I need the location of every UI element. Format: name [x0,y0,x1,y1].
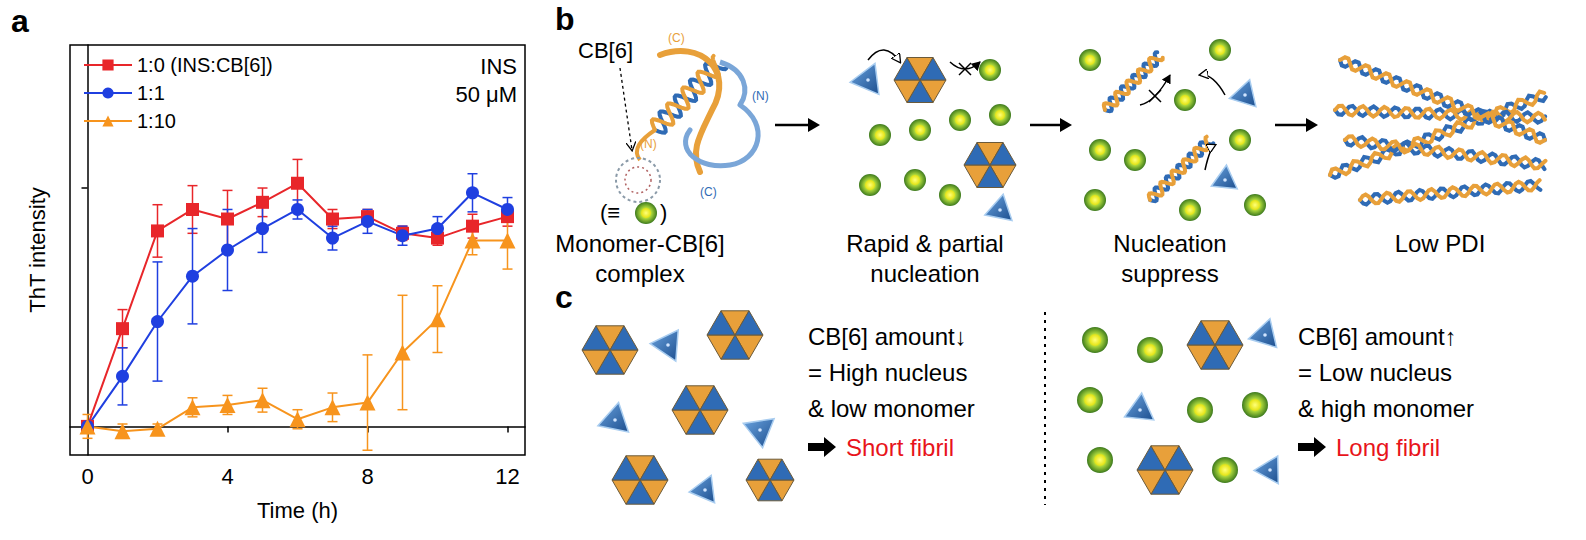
svg-text:Nucleation: Nucleation [1113,230,1226,257]
svg-text:(C): (C) [668,31,685,45]
svg-text:CB[6] amount↓: CB[6] amount↓ [808,323,967,350]
svg-text:CB[6]: CB[6] [578,38,633,63]
svg-text:(N): (N) [640,137,657,151]
svg-text:12: 12 [495,464,519,489]
svg-text:1:10: 1:10 [137,110,176,132]
svg-text:Rapid & partial: Rapid & partial [846,230,1003,257]
svg-text:INS: INS [480,54,517,79]
svg-text:CB[6] amount↑: CB[6] amount↑ [1298,323,1457,350]
svg-text:= Low nucleus: = Low nucleus [1298,359,1452,386]
svg-text:& high monomer: & high monomer [1298,395,1474,422]
svg-text:= High nucleus: = High nucleus [808,359,967,386]
svg-text:complex: complex [595,260,684,287]
svg-text:50 μM: 50 μM [455,82,517,107]
svg-text:& low monomer: & low monomer [808,395,975,422]
svg-text:Monomer-CB[6]: Monomer-CB[6] [555,230,724,257]
svg-text:suppress: suppress [1121,260,1218,287]
svg-text:nucleation: nucleation [870,260,979,287]
svg-text:1:0 (INS:CB[6]): 1:0 (INS:CB[6]) [137,54,273,76]
svg-text:ThT intensity: ThT intensity [25,187,50,313]
svg-text:1:1: 1:1 [137,82,165,104]
svg-text:Long fibril: Long fibril [1336,434,1440,461]
svg-text:(≡: (≡ [600,200,620,225]
svg-text:(N): (N) [752,89,769,103]
svg-text:4: 4 [221,464,233,489]
svg-text:8: 8 [361,464,373,489]
svg-text:b: b [555,1,575,37]
svg-text:Time (h): Time (h) [257,498,338,523]
svg-text:): ) [660,200,667,225]
svg-text:Short fibril: Short fibril [846,434,954,461]
svg-text:c: c [555,279,573,315]
svg-text:a: a [11,3,29,39]
svg-text:(C): (C) [700,185,717,199]
svg-text:0: 0 [81,464,93,489]
svg-text:Low PDI: Low PDI [1395,230,1486,257]
